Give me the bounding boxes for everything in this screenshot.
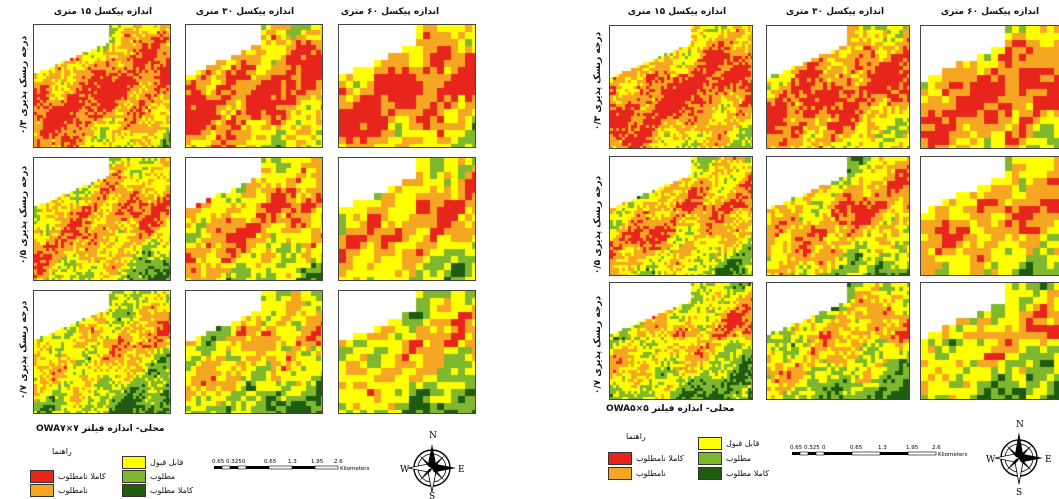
scale-tick-label: 0 [822, 445, 826, 451]
right-figure-title: OWAمحلی- اندازه فیلتر ۵×۵ [606, 404, 735, 414]
map-left-r3-c2 [185, 290, 323, 414]
map-right-r1-c2 [766, 25, 910, 149]
map-left-r1-c3 [338, 24, 476, 148]
legend-swatch [608, 452, 632, 465]
scale-unit: Kilometers [340, 466, 370, 472]
right-row-header-07: درجه ریسک پذیری ۰/۷ [593, 295, 603, 395]
right-col-header-30m: اندازه پیکسل ۳۰ متری [785, 7, 885, 17]
scale-tick-label: 1.95 [906, 445, 919, 451]
left-legend-title: راهنما [52, 447, 72, 456]
right-row-header-05: درجه ریسک پذیری ۰/۵ [593, 175, 603, 275]
scale-tick-label: 0.65 0.325 [790, 445, 820, 451]
left-scale-bar: 0.65 0.325 0 0.65 1.3 1.95 2.6 Kilometer… [212, 459, 370, 472]
scale-tick-label: 2.6 [334, 459, 343, 465]
legend-swatch [30, 484, 54, 497]
right-legend-title: راهنما [626, 432, 646, 441]
map-left-r1-c1 [33, 24, 171, 148]
right-north-arrow-icon: N W E S [986, 420, 1052, 496]
map-left-r2-c2 [185, 157, 323, 281]
left-legend-very-undesirable: کاملا نامطلوب [30, 470, 106, 483]
scale-unit: Kilometers [938, 452, 968, 458]
scale-tick-label: 2.6 [932, 445, 941, 451]
legend-swatch [122, 470, 146, 483]
legend-swatch [30, 470, 54, 483]
right-col-header-15m: اندازه پیکسل ۱۵ متری [627, 7, 727, 17]
scale-tick-label: 0.65 [264, 459, 277, 465]
compass-n: N [429, 431, 437, 441]
right-legend-very-undesirable: کاملا نامطلوب [608, 452, 684, 465]
right-legend-undesirable: نامطلوب [608, 467, 666, 480]
map-left-r3-c3 [338, 290, 476, 414]
left-col-header-15m: اندازه پیکسل ۱۵ متری [53, 7, 153, 17]
scale-tick-label: 0 [242, 459, 246, 465]
legend-swatch [122, 456, 146, 469]
left-legend-undesirable: نامطلوب [30, 484, 88, 497]
right-legend-desirable: مطلوب [698, 452, 751, 465]
map-left-r2-c1 [33, 157, 171, 281]
legend-swatch [698, 452, 722, 465]
map-right-r2-c3 [920, 156, 1059, 276]
right-scale-bar: 0.65 0.325 0 0.65 1.3 1.95 2.6 Kilometer… [790, 445, 968, 458]
left-col-header-30m: اندازه پیکسل ۳۰ متری [195, 7, 295, 17]
compass-w: W [400, 465, 410, 475]
map-right-r2-c1 [609, 156, 753, 276]
left-legend-desirable: مطلوب [122, 470, 175, 483]
compass-s: S [429, 492, 435, 499]
map-right-r3-c3 [920, 282, 1059, 400]
legend-swatch [698, 437, 722, 450]
right-row-header-03: درجه ریسک پذیری ۰/۳ [593, 31, 603, 131]
scale-tick-label: 1.3 [878, 445, 887, 451]
scale-tick-label: 1.3 [288, 459, 297, 465]
compass-e: E [458, 465, 465, 475]
right-col-header-60m: اندازه پیکسل ۶۰ متری [940, 7, 1040, 17]
left-legend-acceptable: قابل قبول [122, 456, 183, 469]
legend-swatch [698, 467, 722, 480]
scale-tick-label: 0.65 [850, 445, 863, 451]
left-row-header-05: درجه ریسک پذیری ۰/۵ [19, 165, 29, 265]
right-legend-acceptable: قابل قبول [698, 437, 759, 450]
map-right-r1-c3 [920, 25, 1059, 149]
left-legend-very-desirable: کاملا مطلوب [122, 484, 193, 497]
left-row-header-03: درجه ریسک پذیری ۰/۳ [19, 35, 29, 135]
left-row-header-07: درجه ریسک پذیری ۰/۷ [19, 300, 29, 400]
legend-swatch [608, 467, 632, 480]
compass-w: W [986, 455, 996, 465]
compass-e: E [1045, 455, 1052, 465]
map-left-r1-c2 [185, 24, 323, 148]
map-left-r2-c3 [338, 157, 476, 281]
map-right-r2-c2 [766, 156, 910, 276]
left-north-arrow-icon: N W E S [400, 431, 465, 499]
legend-swatch [122, 484, 146, 497]
left-col-header-60m: اندازه پیکسل ۶۰ متری [340, 7, 440, 17]
scale-tick-label: 0.65 0.325 [212, 459, 242, 465]
map-right-r3-c1 [609, 282, 753, 400]
left-figure-title: OWAمحلی- اندازه فیلتر ۷×۷ [36, 424, 165, 434]
compass-s: S [1016, 488, 1022, 496]
map-right-r3-c2 [766, 282, 910, 400]
map-left-r3-c1 [33, 290, 171, 414]
scale-tick-label: 1.95 [311, 459, 324, 465]
compass-n: N [1016, 420, 1024, 430]
map-right-r1-c1 [609, 25, 753, 149]
right-legend-very-desirable: کاملا مطلوب [698, 467, 769, 480]
